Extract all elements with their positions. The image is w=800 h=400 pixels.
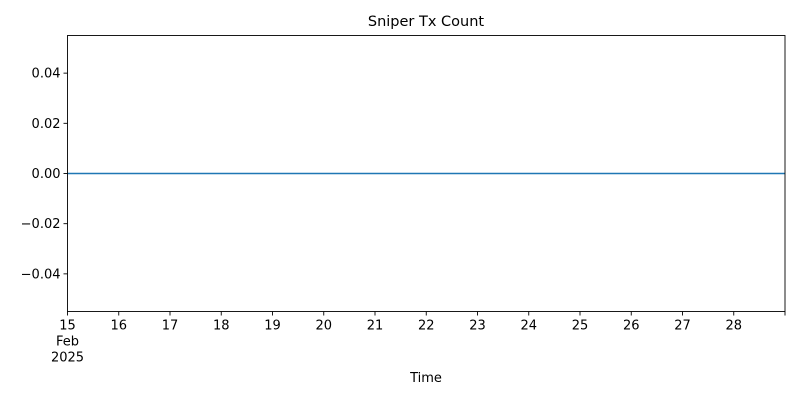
y-tick-label: −0.02 <box>21 217 61 232</box>
x-tick-label: 23 <box>469 319 486 334</box>
x-tick-label: 20 <box>315 319 332 334</box>
x-tick-label: 19 <box>264 319 281 334</box>
x-tick-label: 27 <box>674 319 691 334</box>
plot-area <box>67 35 786 312</box>
chart-title: Sniper Tx Count <box>368 14 485 30</box>
x-tick-label: 24 <box>520 319 537 334</box>
y-tick-label: 0.02 <box>32 117 61 132</box>
x-tick-label: 26 <box>623 319 640 334</box>
x-tick-label: 21 <box>367 319 384 334</box>
y-axis: −0.04 −0.02 0.00 0.02 0.04 <box>21 67 68 282</box>
x-tick-sublabel: 2025 <box>51 351 84 366</box>
x-tick-sublabel: Feb <box>56 335 79 350</box>
x-axis-label: Time <box>409 371 442 386</box>
x-tick-label: 17 <box>162 319 179 334</box>
x-tick-label: 18 <box>213 319 230 334</box>
y-tick-label: −0.04 <box>21 267 61 282</box>
x-tick-label: 22 <box>418 319 435 334</box>
x-tick-label: 15 <box>59 319 76 334</box>
y-tick-label: 0.00 <box>32 167 61 182</box>
x-tick-label: 25 <box>572 319 589 334</box>
y-tick-label: 0.04 <box>32 67 61 82</box>
x-tick-label: 16 <box>110 319 127 334</box>
x-tick-label: 28 <box>725 319 742 334</box>
